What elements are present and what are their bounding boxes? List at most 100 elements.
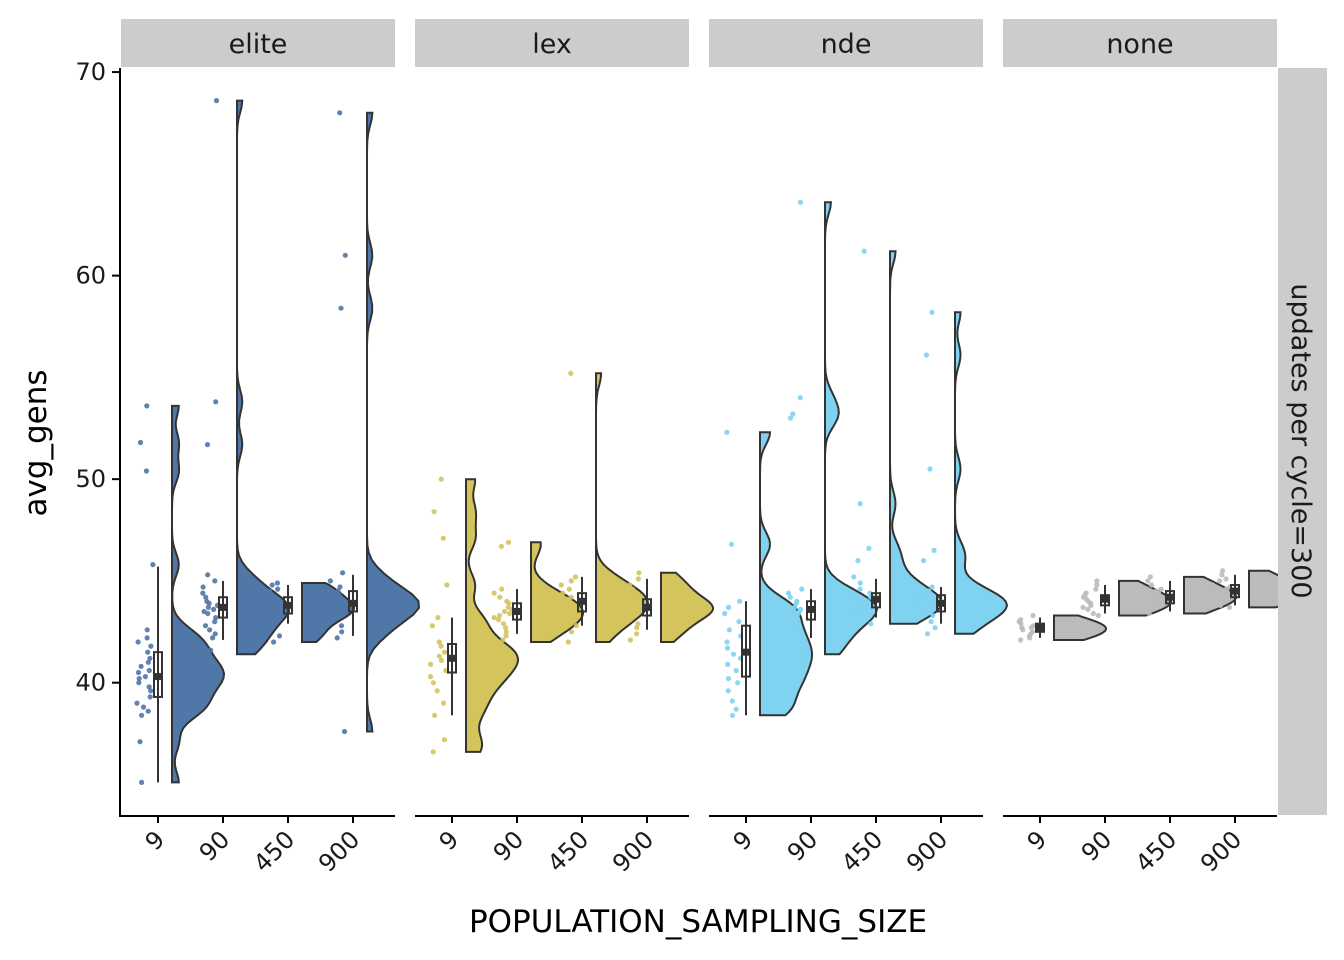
data-point xyxy=(1219,572,1225,578)
data-point xyxy=(791,615,797,621)
data-point xyxy=(1146,610,1152,617)
data-point xyxy=(920,558,927,564)
data-point xyxy=(928,602,935,609)
box-median xyxy=(742,648,750,656)
data-point xyxy=(134,700,140,706)
box-iqr xyxy=(806,600,816,621)
data-point xyxy=(136,680,142,686)
data-point xyxy=(1158,586,1164,592)
data-point xyxy=(630,586,636,592)
data-point xyxy=(491,615,497,621)
data-point xyxy=(1094,582,1100,588)
data-point xyxy=(796,629,802,635)
data-point xyxy=(267,619,273,625)
data-point xyxy=(929,584,935,590)
data-point xyxy=(436,639,442,645)
data-point xyxy=(930,612,936,619)
data-point xyxy=(797,395,803,401)
data-point xyxy=(1145,578,1151,584)
data-point xyxy=(725,688,731,694)
data-point xyxy=(1150,606,1156,613)
x-tick-label: 900 xyxy=(1195,825,1247,877)
data-point xyxy=(722,610,728,617)
data-point xyxy=(857,580,863,586)
data-point xyxy=(724,639,730,645)
data-point xyxy=(793,623,799,629)
data-point xyxy=(135,639,141,645)
data-point xyxy=(1088,602,1094,609)
data-point xyxy=(566,619,572,625)
data-point xyxy=(444,582,450,588)
data-point xyxy=(623,617,629,623)
data-point xyxy=(785,590,792,596)
group-lex-9: 9 xyxy=(428,476,520,856)
data-point xyxy=(1018,637,1024,643)
data-point xyxy=(857,586,863,592)
data-point xyxy=(635,621,641,627)
data-point xyxy=(213,399,219,405)
data-point xyxy=(568,578,574,584)
panel-strip-lex xyxy=(415,19,689,67)
data-point xyxy=(792,604,798,611)
half-violin xyxy=(236,99,291,656)
data-point xyxy=(431,509,437,515)
data-point xyxy=(204,442,211,448)
data-point xyxy=(269,582,275,588)
group-nde-90: 90 xyxy=(782,199,879,867)
data-point xyxy=(568,594,574,600)
data-point xyxy=(1018,621,1024,627)
box-iqr xyxy=(348,590,358,613)
data-point xyxy=(787,594,793,600)
data-point xyxy=(928,619,934,625)
box-median xyxy=(154,673,162,681)
data-point xyxy=(200,584,206,590)
data-point xyxy=(339,596,345,602)
box-median xyxy=(807,605,815,613)
group-elite-900: 900 xyxy=(313,110,421,878)
data-point xyxy=(144,627,150,633)
data-point xyxy=(866,604,872,611)
data-point xyxy=(338,612,344,619)
x-tick-label: 90 xyxy=(194,825,235,866)
data-point xyxy=(274,610,280,617)
data-point xyxy=(199,651,205,657)
x-axis-title: POPULATION_SAMPLING_SIZE xyxy=(469,904,927,940)
data-point xyxy=(924,631,931,637)
data-point xyxy=(338,305,344,311)
data-point xyxy=(496,612,503,619)
data-point xyxy=(737,598,743,604)
data-point xyxy=(438,643,444,649)
data-point xyxy=(146,667,152,674)
box-median xyxy=(284,601,292,609)
data-point xyxy=(726,627,733,633)
data-point xyxy=(147,694,153,700)
half-violin xyxy=(759,431,814,717)
data-point xyxy=(621,602,627,609)
data-point xyxy=(569,629,575,635)
data-point xyxy=(269,598,276,604)
data-point xyxy=(503,633,509,639)
panel-strip-label: nde xyxy=(821,29,872,60)
half-violin xyxy=(1053,614,1107,641)
half-violin xyxy=(953,311,1009,635)
box-iqr xyxy=(512,602,522,621)
data-point xyxy=(1216,598,1222,604)
data-point xyxy=(276,633,283,639)
data-point xyxy=(724,429,730,435)
x-tick-label: 9 xyxy=(140,825,171,856)
data-point xyxy=(199,641,205,647)
data-point xyxy=(733,667,739,674)
data-point xyxy=(203,594,209,600)
data-point xyxy=(207,627,213,633)
data-point xyxy=(730,651,737,657)
data-point xyxy=(925,596,931,602)
data-point xyxy=(728,541,735,547)
data-point xyxy=(150,562,156,568)
data-point xyxy=(726,604,732,611)
data-point xyxy=(572,574,579,580)
data-point xyxy=(916,598,923,604)
y-tick-label: 40 xyxy=(75,669,106,697)
data-point xyxy=(1155,602,1161,609)
data-point xyxy=(337,110,343,116)
